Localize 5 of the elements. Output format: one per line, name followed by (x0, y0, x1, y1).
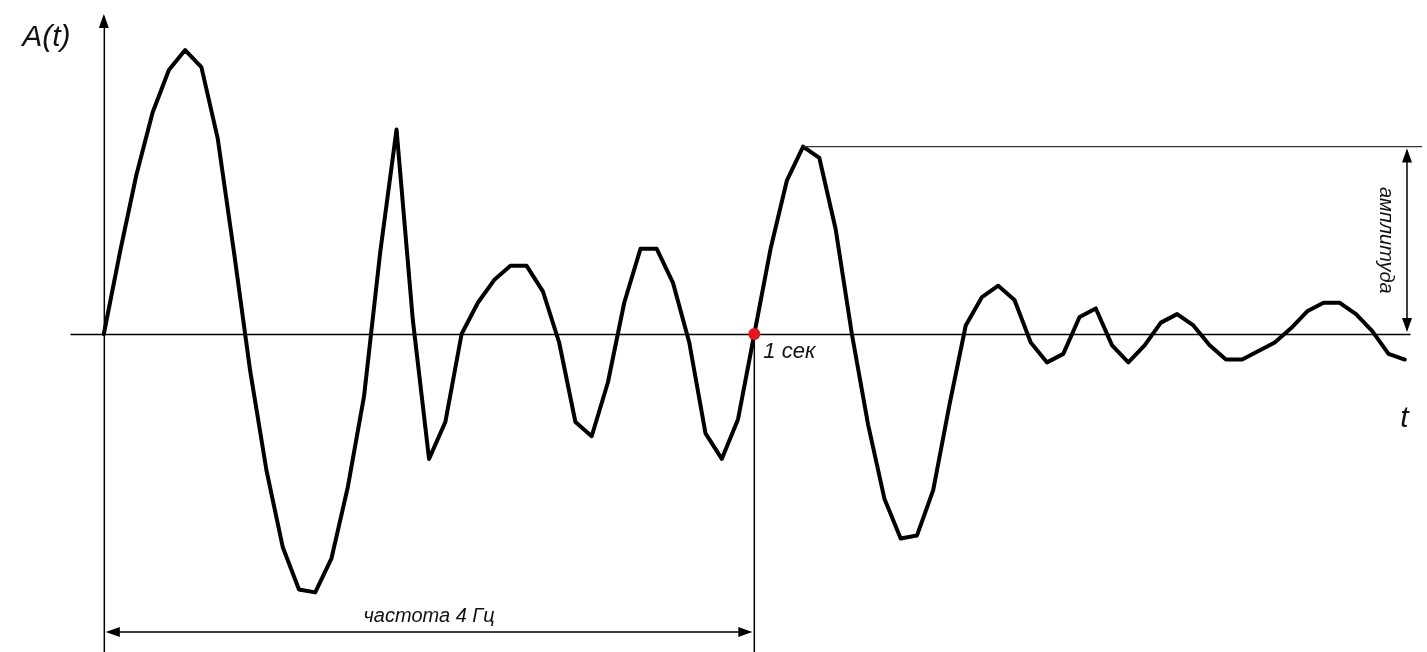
annotation: 1 сек (763, 338, 817, 363)
x-axis-title: t (1400, 399, 1411, 433)
ref-line-label: амплитуда (1375, 186, 1398, 294)
text: частота 4 Гц (363, 604, 495, 626)
y-axis-title: A(t) (20, 18, 71, 52)
